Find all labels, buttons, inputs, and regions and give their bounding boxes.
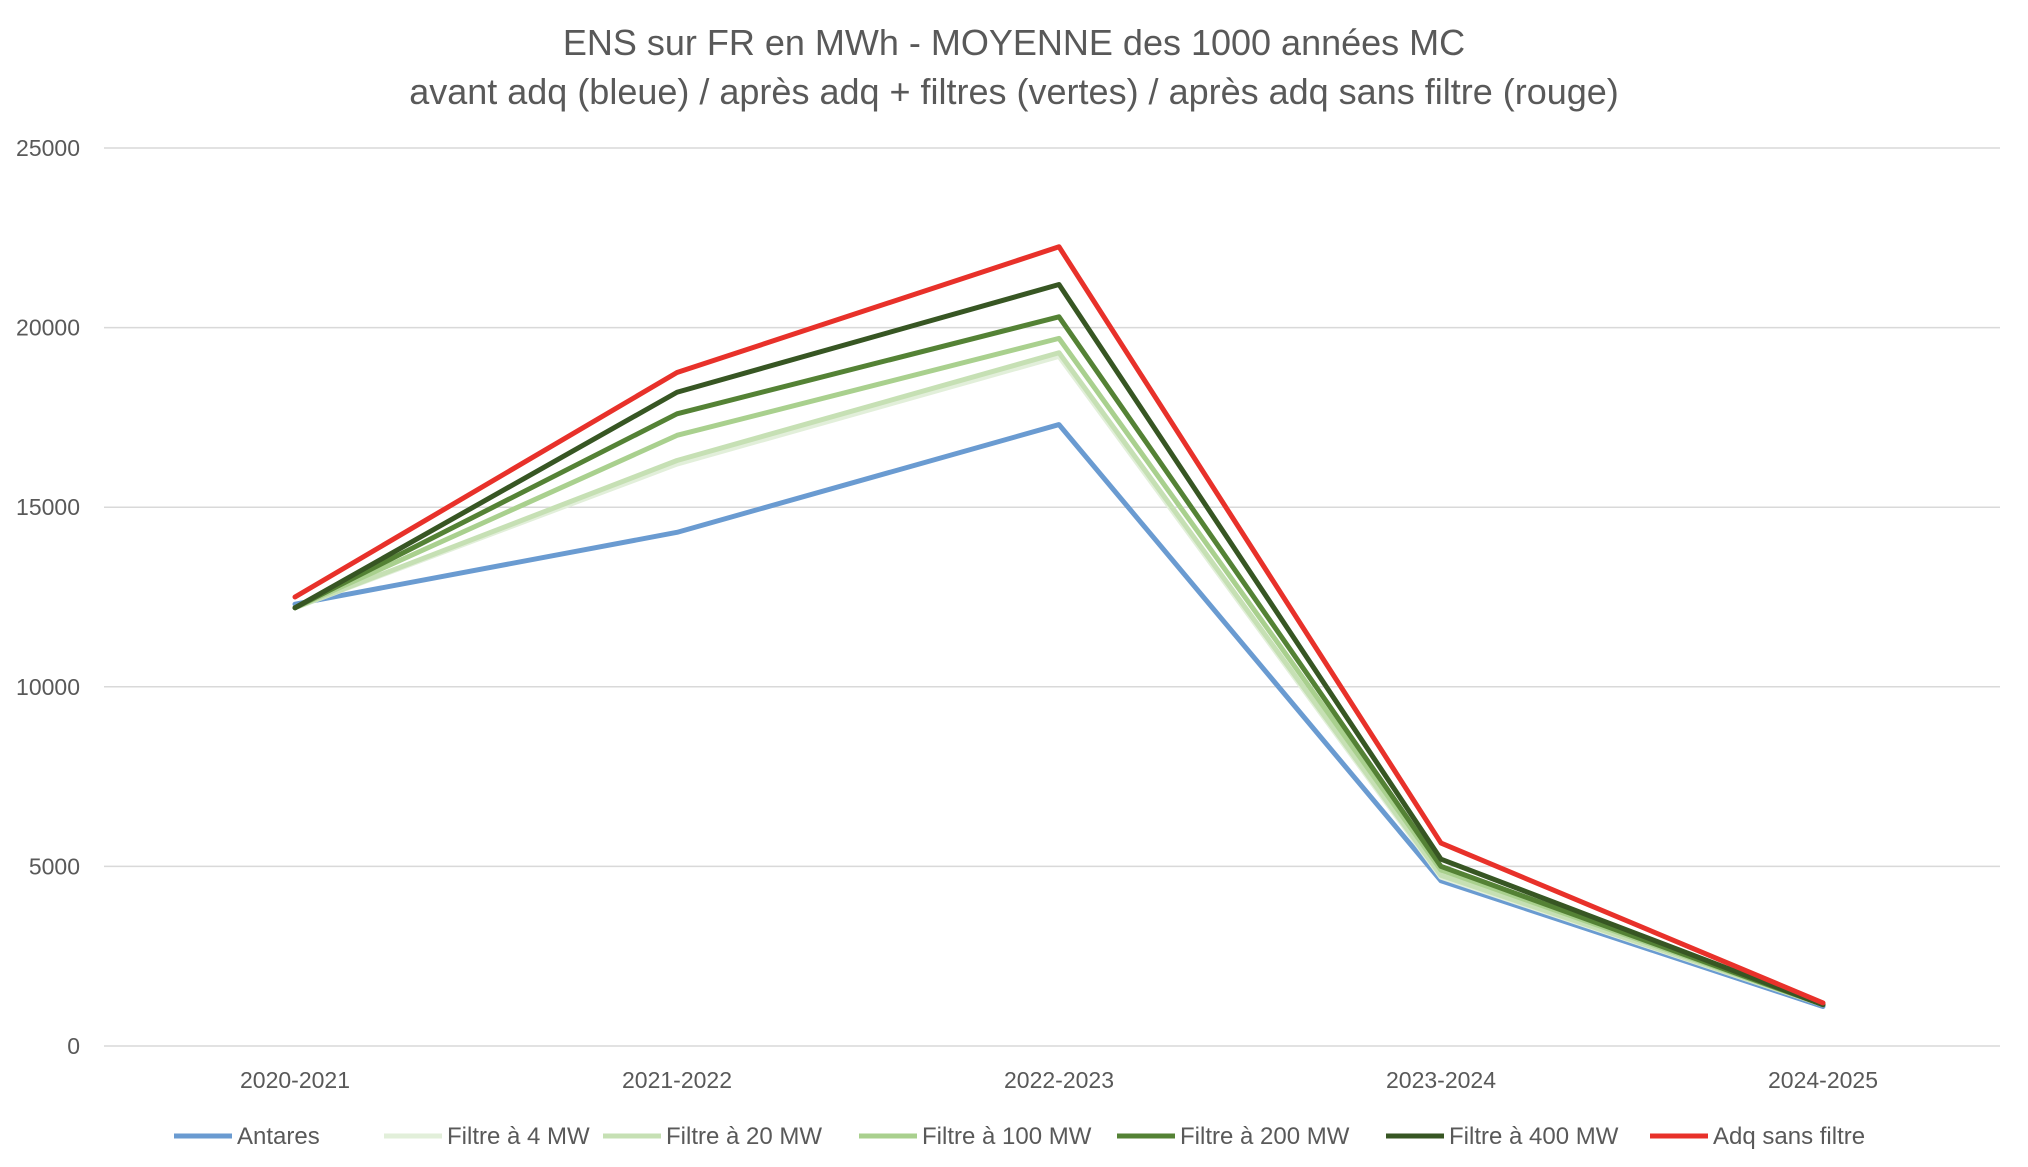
series-line-6 — [292, 244, 1826, 1006]
series-line-0 — [292, 422, 1826, 1009]
series-line-2 — [292, 350, 1826, 1008]
x-tick-label: 2022-2023 — [1004, 1067, 1114, 1093]
legend-label: Filtre à 400 MW — [1449, 1123, 1619, 1150]
x-tick-label: 2021-2022 — [622, 1067, 732, 1093]
legend-label: Filtre à 100 MW — [922, 1123, 1092, 1150]
legend-label: Filtre à 4 MW — [447, 1123, 590, 1150]
legend-label: Filtre à 20 MW — [666, 1123, 822, 1150]
legend-label: Antares — [237, 1123, 320, 1150]
legend-label: Adq sans filtre — [1713, 1123, 1865, 1150]
y-tick-label: 15000 — [16, 494, 80, 520]
series-lines — [292, 244, 1826, 1009]
legend: Antares Filtre à 4 MW Filtre à 20 MW Filtre… — [174, 1123, 1865, 1150]
y-axis-tick-labels: 0 5000 10000 15000 20000 25000 — [16, 135, 80, 1059]
x-axis-tick-labels: 2020-2021 2021-2022 2022-2023 2023-2024 2024… — [240, 1067, 1878, 1093]
y-tick-label: 25000 — [16, 135, 80, 161]
y-tick-label: 0 — [67, 1033, 80, 1059]
y-tick-label: 10000 — [16, 674, 80, 700]
series-line-5 — [292, 281, 1826, 1008]
legend-label: Filtre à 200 MW — [1180, 1123, 1350, 1150]
y-tick-label: 5000 — [29, 853, 80, 879]
chart-title: ENS sur FR en MWh - MOYENNE des 1000 ann… — [563, 22, 1465, 63]
x-tick-label: 2023-2024 — [1386, 1067, 1496, 1093]
series-line-4 — [292, 314, 1826, 1008]
x-tick-label: 2024-2025 — [1768, 1067, 1878, 1093]
y-tick-label: 20000 — [16, 315, 80, 341]
x-tick-label: 2020-2021 — [240, 1067, 350, 1093]
gridlines — [104, 147, 2000, 1047]
chart-subtitle: avant adq (bleue) / après adq + filtres … — [409, 71, 1619, 112]
